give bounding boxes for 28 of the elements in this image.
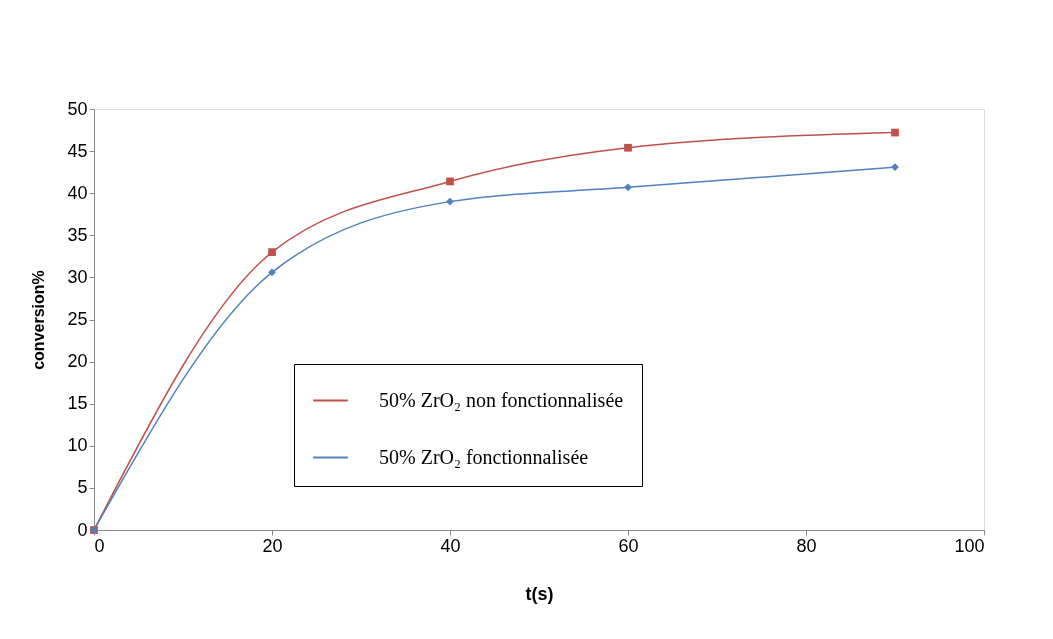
y-tick-label: 35 <box>67 224 88 245</box>
point <box>446 197 454 206</box>
y-tick-label: 5 <box>77 477 88 498</box>
point <box>624 183 632 192</box>
y-tick-label: 30 <box>67 266 88 287</box>
point <box>268 248 276 257</box>
x-tick-label: 80 <box>796 535 817 556</box>
x-tick-label: 60 <box>618 535 639 556</box>
y-tick-label: 15 <box>67 393 88 414</box>
y-tick-label: 20 <box>67 351 88 372</box>
y-tick-label: 45 <box>67 140 88 161</box>
x-tick-label: 40 <box>440 535 461 556</box>
point <box>624 143 632 152</box>
x-tick-label: 0 <box>94 535 105 556</box>
y-tick-label: 0 <box>77 519 88 540</box>
point <box>268 268 276 277</box>
legend-label: 50% ZrO₂ non fonctionnalisée <box>379 388 624 411</box>
y-tick-label: 40 <box>67 182 88 203</box>
x-axis-title: t(s) <box>525 583 554 604</box>
legend-label: 50% ZrO₂ fonctionnalisée <box>379 445 589 468</box>
point <box>891 128 899 137</box>
y-axis-title: conversion% <box>30 270 48 370</box>
y-tick-label: 50 <box>67 98 88 119</box>
y-tick-label: 25 <box>67 309 88 329</box>
x-tick-label: 20 <box>262 535 283 556</box>
y-tick-label: 10 <box>67 435 88 456</box>
x-tick-label: 100 <box>954 535 985 556</box>
point <box>446 177 454 186</box>
